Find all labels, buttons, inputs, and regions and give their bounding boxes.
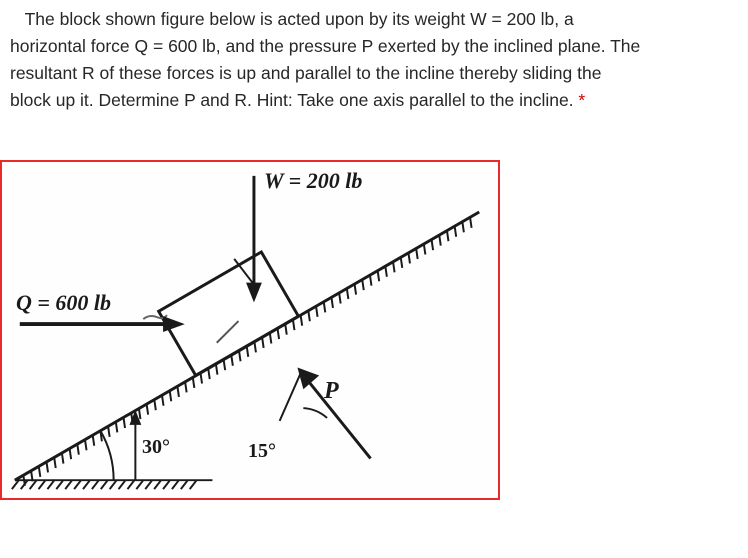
- text-fragment: block up it. Determine P and R. Hint: Ta…: [10, 90, 578, 110]
- label-angle-30: 30°: [142, 436, 170, 459]
- ground-hatching: [12, 480, 197, 489]
- block-group: [159, 252, 299, 375]
- text-line-2: horizontal force Q = 600 lb, and the pre…: [10, 33, 738, 60]
- text-fragment: , a: [554, 9, 573, 29]
- text-line-4: block up it. Determine P and R. Hint: Ta…: [10, 87, 738, 114]
- text-fragment: The block shown figure below is acted up…: [25, 9, 507, 29]
- figure-canvas: W = 200 lb Q = 600 lb P 30° 15°: [4, 164, 496, 496]
- required-asterisk: *: [578, 90, 585, 110]
- label-angle-15: 15°: [248, 440, 276, 463]
- text-line-1: The block shown figure below is acted up…: [10, 6, 738, 33]
- label-Q: Q = 600 lb: [16, 290, 111, 316]
- text-fragment: horizontal force Q =: [10, 36, 168, 56]
- figure-container: W = 200 lb Q = 600 lb P 30° 15°: [0, 160, 500, 500]
- block-rect: [159, 252, 299, 375]
- problem-statement: The block shown figure below is acted up…: [0, 0, 748, 115]
- label-W: W = 200 lb: [264, 168, 362, 194]
- text-fragment: , and the pressure P exerted by the incl…: [216, 36, 641, 56]
- label-P: P: [324, 378, 339, 405]
- value-Q: 600 lb: [168, 36, 216, 56]
- text-line-3: resultant R of these forces is up and pa…: [10, 60, 738, 87]
- value-W: 200 lb: [507, 9, 555, 29]
